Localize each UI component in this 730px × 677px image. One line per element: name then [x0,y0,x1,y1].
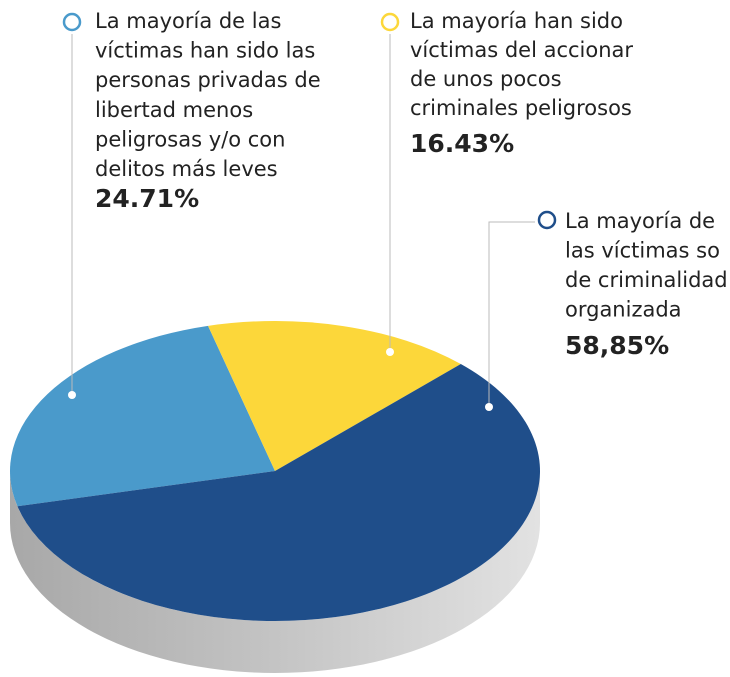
label-line: organizada [565,298,682,322]
label-line: peligrosas y/o con [95,127,285,151]
leader-dot [68,391,76,399]
label-line: libertad menos [95,98,253,122]
leader-dot [485,403,493,411]
label-line: víctimas han sido las [95,39,315,63]
pie-slice [9,325,275,507]
value-label: 24.71% [95,184,199,213]
label-line: de unos pocos [410,67,562,91]
value-label: 16.43% [410,129,514,158]
leader-line [488,221,535,407]
label-line: personas privadas de [95,68,321,92]
legend-marker [380,12,400,32]
label-line: víctimas del accionar [410,38,633,62]
legend-marker [537,210,557,230]
pie-slice [208,321,461,471]
leader-dot [386,348,394,356]
label-line: La mayoría han sido [410,9,623,33]
label-line: La mayoría de las [95,9,281,33]
legend-marker [62,12,82,32]
value-label: 58,85% [565,331,669,360]
label-line: criminales peligrosos [410,96,632,120]
label-line: de criminalidad [565,268,728,292]
label-line: delitos más leves [95,157,278,181]
pie-slice [17,364,540,622]
label-line: las víctimas so [565,239,720,263]
pie-side [10,471,540,673]
label-line: La mayoría de [565,209,715,233]
